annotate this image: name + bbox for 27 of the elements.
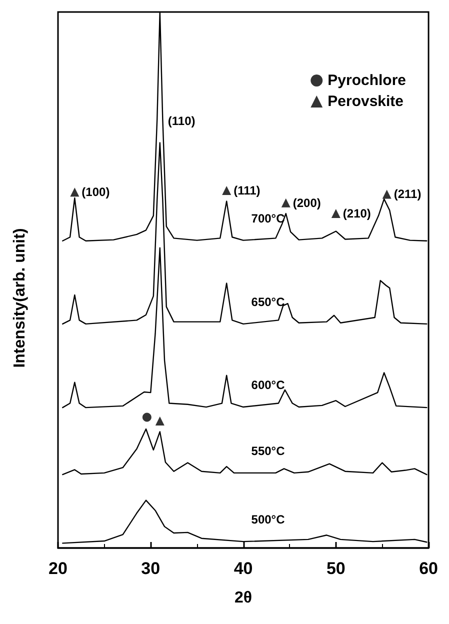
legend-label: Perovskite: [328, 93, 404, 110]
x-tick-label: 40: [234, 559, 253, 578]
annotation: (100): [82, 185, 110, 200]
annotation: (210): [342, 206, 371, 221]
point: [331, 209, 340, 218]
annotation: 600°C: [251, 378, 286, 392]
annotation: (211): [394, 187, 422, 202]
x-axis-title: 2θ: [234, 590, 252, 606]
annotation: (110): [168, 114, 196, 128]
x-tick-label: 20: [48, 559, 68, 578]
annotation: 700°C: [251, 211, 286, 226]
x-tick-label: 50: [326, 559, 346, 578]
annotation: (200): [292, 196, 321, 210]
y-axis-title: Intensity(arb. unit): [12, 228, 28, 368]
x-tick-label: 60: [419, 559, 438, 578]
point: [222, 186, 232, 195]
legend-label: Pyrochlore: [328, 72, 406, 89]
point: [70, 188, 80, 197]
point: [142, 412, 152, 422]
annotation: (111): [234, 183, 260, 198]
point: [382, 190, 392, 199]
point: [281, 198, 290, 208]
x-tick-label: 30: [141, 559, 160, 578]
annotation: 650°C: [251, 294, 286, 309]
annotation: 500°C: [251, 512, 286, 527]
point: [155, 416, 164, 426]
annotation: 550°C: [251, 444, 286, 458]
